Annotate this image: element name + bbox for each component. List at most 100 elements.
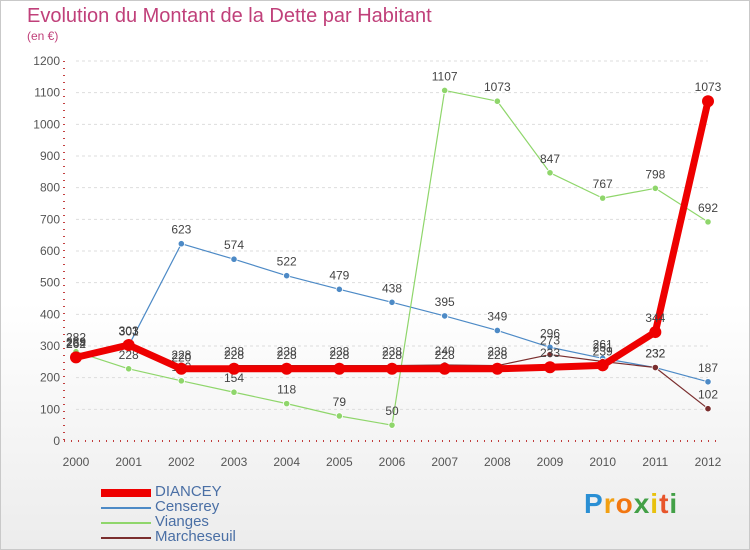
x-tick-label: 2011 — [642, 455, 668, 469]
legend-label: Vianges — [155, 513, 209, 530]
data-point — [493, 97, 501, 105]
chart-title: Evolution du Montant de la Dette par Hab… — [27, 5, 432, 27]
x-tick-label: 2005 — [326, 455, 353, 469]
data-label: 238 — [277, 345, 297, 359]
data-label: 692 — [698, 201, 718, 215]
data-point — [230, 255, 238, 263]
brand-letter: t — [659, 488, 670, 519]
legend-label: DIANCEY — [155, 483, 222, 500]
data-label: 232 — [645, 347, 665, 361]
data-label: 228 — [277, 348, 297, 362]
data-label: 479 — [329, 268, 349, 282]
legend-swatch — [101, 537, 151, 539]
brand-letter: o — [615, 488, 634, 519]
brand-letter: r — [603, 488, 616, 519]
x-tick-label: 2010 — [589, 455, 616, 469]
data-label: 269 — [66, 335, 86, 349]
data-label: 220 — [171, 350, 191, 364]
data-point — [122, 339, 135, 352]
data-point — [438, 362, 451, 375]
y-tick-label: 800 — [40, 181, 60, 195]
data-label: 240 — [435, 344, 455, 358]
legend-label: Marcheseuil — [155, 528, 236, 545]
data-label: 228 — [119, 348, 139, 362]
data-label: 349 — [487, 309, 507, 323]
data-label: 118 — [277, 383, 296, 397]
data-label: 282 — [66, 331, 86, 345]
y-tick-label: 0 — [53, 434, 60, 448]
data-label: 522 — [277, 255, 297, 269]
data-label: 623 — [171, 223, 191, 237]
data-point — [491, 362, 504, 375]
brand-logo: Proxiti — [584, 488, 678, 520]
data-label: 228 — [487, 348, 507, 362]
data-point — [333, 362, 346, 375]
data-point — [544, 361, 556, 374]
data-point — [335, 412, 343, 420]
data-label: 296 — [540, 326, 560, 340]
y-tick-label: 1100 — [34, 86, 60, 100]
data-label: 238 — [382, 345, 402, 359]
data-point — [177, 240, 185, 248]
legend-swatch — [101, 522, 151, 524]
data-label: 264 — [66, 336, 86, 350]
data-label: 767 — [593, 177, 613, 191]
y-tick-label: 200 — [40, 371, 60, 385]
data-label: 228 — [382, 348, 402, 362]
data-label: 301 — [119, 325, 139, 339]
data-label: 262 — [66, 337, 86, 351]
data-point — [283, 272, 291, 280]
y-tick-label: 400 — [40, 307, 60, 321]
data-label: 228 — [224, 348, 244, 362]
data-point — [704, 378, 712, 386]
chart-subtitle: (en €) — [27, 29, 59, 43]
data-point — [175, 362, 188, 375]
x-tick-label: 2004 — [273, 455, 300, 469]
brand-letter: i — [669, 488, 679, 519]
x-tick-label: 2007 — [431, 455, 458, 469]
y-tick-label: 1000 — [33, 117, 60, 131]
data-label: 303 — [119, 324, 139, 338]
data-label: 273 — [540, 334, 560, 348]
data-point — [177, 377, 185, 385]
data-label: 395 — [435, 295, 455, 309]
data-label: 303 — [119, 324, 139, 338]
data-label: 344 — [645, 311, 665, 325]
data-label: 574 — [224, 238, 244, 252]
data-label: 154 — [224, 371, 244, 385]
data-point — [546, 350, 554, 359]
data-label: 251 — [593, 341, 613, 355]
x-tick-label: 2009 — [537, 455, 564, 469]
data-point — [546, 169, 554, 177]
data-label: 228 — [435, 348, 455, 362]
data-label: 228 — [171, 348, 191, 362]
x-tick-label: 2012 — [695, 455, 722, 469]
brand-letter: P — [584, 488, 604, 519]
data-label: 1073 — [695, 80, 722, 94]
data-point — [230, 388, 238, 396]
x-tick-label: 2008 — [484, 455, 511, 469]
data-label: 238 — [224, 345, 244, 359]
data-point — [441, 86, 449, 95]
data-point — [283, 400, 291, 408]
data-label: 50 — [385, 404, 399, 418]
data-label: 233 — [540, 346, 560, 360]
data-point — [649, 326, 662, 339]
data-point — [125, 365, 133, 373]
x-tick-label: 2001 — [115, 455, 142, 469]
data-point — [386, 362, 398, 375]
data-point — [651, 363, 659, 372]
legend-swatch — [101, 507, 151, 509]
y-tick-label: 100 — [40, 402, 60, 416]
y-tick-label: 500 — [40, 276, 60, 290]
legend-label: Censerey — [155, 498, 220, 515]
data-point — [280, 362, 293, 375]
data-label: 239 — [593, 344, 613, 358]
data-label: 102 — [698, 388, 718, 402]
data-point — [599, 194, 607, 202]
data-label: 228 — [329, 348, 349, 362]
data-point — [651, 184, 659, 192]
y-tick-label: 900 — [40, 149, 60, 163]
